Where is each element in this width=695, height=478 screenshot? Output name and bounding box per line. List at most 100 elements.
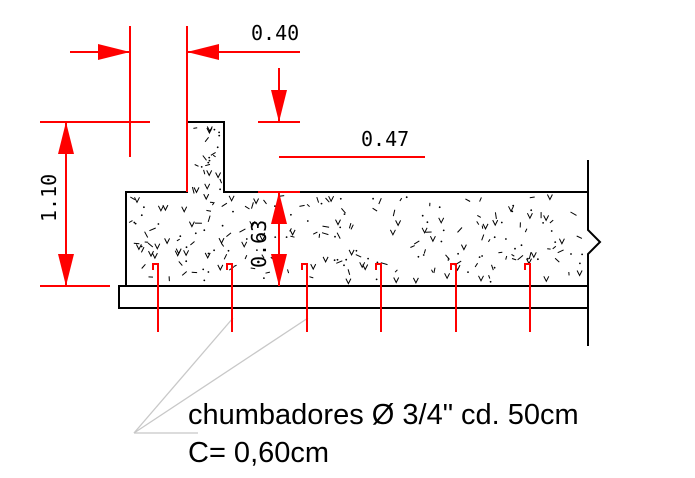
aggregate-dash: [481, 234, 485, 241]
aggregate-chevron: [193, 187, 200, 194]
aggregate-dash: [176, 238, 180, 242]
aggregate-dash: [219, 178, 223, 184]
aggregate-chevron: [526, 258, 532, 265]
aggregate-dash: [265, 271, 271, 274]
aggregate-chevron: [203, 193, 210, 201]
arrowhead: [98, 44, 130, 60]
aggregate-dot: [232, 210, 234, 213]
aggregate-dash: [498, 251, 503, 254]
aggregate-dash: [528, 252, 532, 260]
aggregate-dot: [336, 258, 339, 261]
aggregate-dot: [221, 224, 224, 227]
aggregate-dot: [372, 197, 374, 200]
aggregate-dash: [488, 275, 491, 279]
aggregate-chevron: [215, 172, 222, 179]
aggregate-chevron: [157, 205, 164, 212]
structure-outline: [118, 121, 602, 346]
aggregate-dash: [259, 221, 266, 224]
aggregate-dot: [320, 202, 323, 205]
aggregate-dash: [316, 196, 320, 203]
aggregate-dot: [489, 280, 492, 283]
aggregate-dash: [554, 257, 560, 263]
aggregate-dot: [218, 131, 221, 134]
aggregate-dot: [467, 271, 469, 273]
aggregate-dot: [207, 271, 210, 273]
aggregate-chevron: [217, 264, 224, 272]
aggregate-chevron: [482, 223, 489, 231]
aggregate-dash: [207, 215, 211, 223]
aggregate-dot: [376, 261, 379, 264]
aggregate-dot: [426, 221, 429, 224]
dim-slab-thickness: 0.63: [247, 220, 271, 268]
aggregate-dot: [493, 236, 496, 239]
aggregate-dot: [213, 128, 216, 131]
arrowhead: [271, 254, 287, 286]
aggregate-chevron: [204, 183, 211, 190]
aggregate-dot: [203, 229, 206, 232]
aggregate-chevron: [576, 270, 583, 277]
aggregate-dot: [140, 245, 143, 248]
aggregate-dash: [347, 269, 351, 275]
aggregate-dot: [527, 257, 529, 260]
aggregate-dash: [457, 227, 463, 233]
aggregate-dash: [262, 232, 266, 237]
aggregate-chevron: [175, 248, 182, 255]
aggregate-dash: [413, 240, 420, 245]
aggregate-dash: [517, 255, 524, 261]
aggregate-dash: [191, 186, 195, 194]
aggregate-dot: [208, 159, 211, 162]
aggregate-dash: [312, 231, 318, 235]
arrowhead: [58, 254, 74, 286]
dimension-lines: [40, 26, 425, 287]
aggregate-dot: [203, 279, 206, 282]
aggregate-chevron: [135, 244, 142, 251]
leader-lines: [133, 317, 309, 434]
aggregate-dot: [542, 222, 544, 224]
aggregate-dash: [410, 245, 415, 248]
aggregate-dot: [405, 196, 408, 199]
aggregate-chevron: [218, 237, 225, 245]
aggregate-dash: [372, 207, 378, 212]
aggregate-chevron: [151, 252, 158, 260]
aggregate-dot: [134, 222, 137, 225]
aggregate-dash: [144, 231, 149, 238]
arrowhead: [271, 90, 287, 122]
aggregate-dash: [141, 263, 146, 269]
aggregate-dot: [505, 238, 507, 240]
aggregate-dash: [348, 222, 352, 229]
aggregate-dash: [149, 227, 156, 232]
aggregate-dash: [128, 220, 133, 223]
aggregate-dot: [375, 278, 378, 281]
aggregate-dot: [133, 221, 136, 224]
aggregate-dot: [143, 206, 145, 209]
aggregate-dash: [206, 209, 212, 212]
aggregate-dash: [244, 205, 250, 210]
aggregate-chevron: [188, 221, 195, 228]
cover-note: C= 0,60cm: [188, 437, 329, 469]
aggregate-dash: [431, 269, 434, 273]
aggregate-chevron: [348, 249, 355, 257]
aggregate-dash: [336, 232, 341, 239]
aggregate-dot: [343, 213, 346, 216]
aggregate-chevron: [359, 262, 366, 269]
aggregate-dot: [537, 258, 539, 261]
aggregate-dash: [341, 207, 346, 214]
aggregate-dash: [290, 235, 295, 238]
aggregate-chevron: [335, 219, 341, 226]
aggregate-chevron: [228, 195, 235, 202]
aggregate-dot: [478, 256, 481, 258]
aggregate-dash: [511, 258, 517, 261]
aggregate-dot: [285, 236, 288, 239]
aggregate-chevron: [206, 170, 213, 177]
aggregate-chevron: [345, 278, 352, 285]
aggregate-dot: [554, 241, 557, 244]
aggregate-dash: [194, 164, 199, 167]
aggregate-dash: [205, 163, 211, 167]
aggregate-dot: [442, 229, 445, 232]
aggregate-chevron: [543, 215, 550, 222]
aggregate-dash: [552, 245, 557, 250]
aggregate-dot: [438, 206, 441, 209]
aggregate-dash: [306, 203, 310, 208]
aggregate-dash: [221, 243, 225, 247]
aggregate-dash: [239, 228, 246, 233]
